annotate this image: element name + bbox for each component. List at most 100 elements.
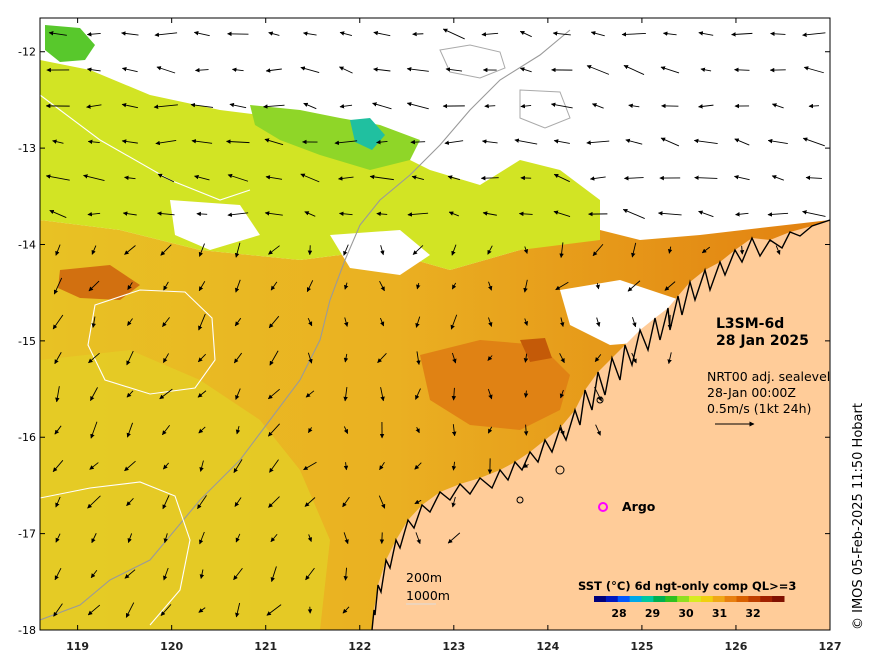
colorbar-segment <box>641 596 654 602</box>
current-arrow-icon <box>233 352 243 364</box>
colorbar-tick-label: 32 <box>745 607 760 620</box>
current-arrow-icon <box>235 279 241 293</box>
current-arrow-icon <box>410 139 426 145</box>
current-arrow-icon <box>342 606 350 614</box>
current-arrow-icon <box>163 281 169 291</box>
vector-info-line3: 0.5m/s (1kt 24h) <box>707 401 811 416</box>
current-arrow-icon <box>122 211 137 216</box>
current-arrow-icon <box>54 568 62 581</box>
current-arrow-icon <box>698 31 714 36</box>
current-arrow-icon <box>480 175 499 181</box>
current-arrow-icon <box>127 533 133 543</box>
current-arrow-icon <box>163 533 168 544</box>
current-arrow-icon <box>124 460 136 472</box>
current-arrow-icon <box>90 387 98 402</box>
cloud-gap <box>100 18 380 100</box>
current-arrow-icon <box>87 211 101 217</box>
lon-tick-label: 123 <box>442 640 465 653</box>
current-arrow-icon <box>154 32 178 38</box>
current-arrow-icon <box>701 246 711 254</box>
current-arrow-icon <box>625 138 643 145</box>
current-arrow-icon <box>631 242 637 258</box>
current-arrow-icon <box>451 244 457 256</box>
current-arrow-icon <box>406 66 429 72</box>
current-arrow-icon <box>595 424 601 436</box>
current-arrow-icon <box>523 353 529 363</box>
current-arrow-icon <box>415 532 421 545</box>
product-title: L3SM-6d <box>716 316 784 332</box>
current-arrow-icon <box>305 390 315 398</box>
current-arrow-icon <box>808 103 820 109</box>
current-arrow-icon <box>86 67 101 72</box>
current-arrow-icon <box>559 424 565 436</box>
current-arrow-icon <box>559 317 565 327</box>
current-arrow-icon <box>775 245 781 255</box>
current-arrow-icon <box>270 533 278 543</box>
colorbar-segment <box>629 596 642 602</box>
date-title: 28 Jan 2025 <box>716 333 809 349</box>
current-arrow-icon <box>126 390 134 398</box>
current-arrow-icon <box>52 314 64 330</box>
current-arrow-icon <box>805 175 822 181</box>
current-arrow-icon <box>268 31 280 36</box>
current-arrow-icon <box>623 175 644 181</box>
island-north <box>519 89 571 129</box>
current-arrow-icon <box>304 211 316 217</box>
current-arrow-icon <box>559 353 565 364</box>
plot-frame <box>39 17 831 631</box>
lon-tick-label: 127 <box>819 640 842 653</box>
colorbar-tick-label: 30 <box>678 607 694 620</box>
current-arrow-icon <box>121 66 138 73</box>
colorbar-segment <box>712 596 726 602</box>
colorbar-segment <box>605 596 619 602</box>
vector-info-line1: NRT00 adj. sealevel <box>707 369 830 384</box>
current-arrow-icon <box>159 388 173 400</box>
current-arrow-icon <box>199 569 205 579</box>
current-arrow-icon <box>523 318 529 326</box>
sst-colorbar-ticks: 28 29 30 31 32 <box>611 607 760 620</box>
vector-info-line2: 28-Jan 00:00Z <box>707 385 796 400</box>
current-arrow-icon <box>693 138 718 144</box>
current-arrow-icon <box>550 102 573 109</box>
sst-field-hot <box>58 265 140 300</box>
current-arrow-icon <box>451 496 456 508</box>
current-arrow-icon <box>735 212 749 217</box>
current-arrow-icon <box>343 317 349 327</box>
current-arrow-icon <box>623 65 645 75</box>
current-arrow-icon <box>559 389 565 399</box>
colorbar-tick-label: 28 <box>611 607 626 620</box>
island <box>516 496 524 504</box>
current-arrow-icon <box>265 175 283 180</box>
current-arrow-icon <box>343 387 348 402</box>
current-arrow-icon <box>414 462 422 470</box>
current-arrow-icon <box>45 174 70 181</box>
current-arrow-icon <box>553 139 570 144</box>
current-arrow-icon <box>662 31 677 36</box>
current-arrow-icon <box>519 67 532 73</box>
current-arrow-icon <box>198 281 206 292</box>
current-arrow-icon <box>553 173 570 183</box>
current-arrow-icon <box>234 497 242 507</box>
current-arrow-icon <box>343 353 349 363</box>
current-arrow-icon <box>523 463 529 468</box>
colorbar-segment <box>760 596 773 602</box>
current-arrow-icon <box>156 66 176 74</box>
current-arrow-icon <box>198 243 205 257</box>
colorbar-tick-label: 29 <box>645 607 660 620</box>
current-arrow-icon <box>442 28 465 40</box>
island <box>555 465 565 475</box>
current-arrow-icon <box>444 140 464 145</box>
current-arrow-icon <box>414 499 422 505</box>
current-arrow-icon <box>91 533 97 544</box>
current-arrow-icon <box>306 280 314 293</box>
colorbar-tick-label: 31 <box>712 607 727 620</box>
current-arrow-icon <box>595 282 600 290</box>
current-arrow-icon <box>407 212 429 217</box>
credit-text: © IMOS 05-Feb-2025 11:50 Hobart <box>851 403 866 630</box>
current-arrow-icon <box>300 173 320 183</box>
isobath-200m <box>40 29 571 621</box>
current-arrow-icon <box>90 421 98 439</box>
colorbar-segment <box>653 596 666 602</box>
current-arrow-icon <box>304 497 316 507</box>
current-arrow-icon <box>268 315 280 329</box>
